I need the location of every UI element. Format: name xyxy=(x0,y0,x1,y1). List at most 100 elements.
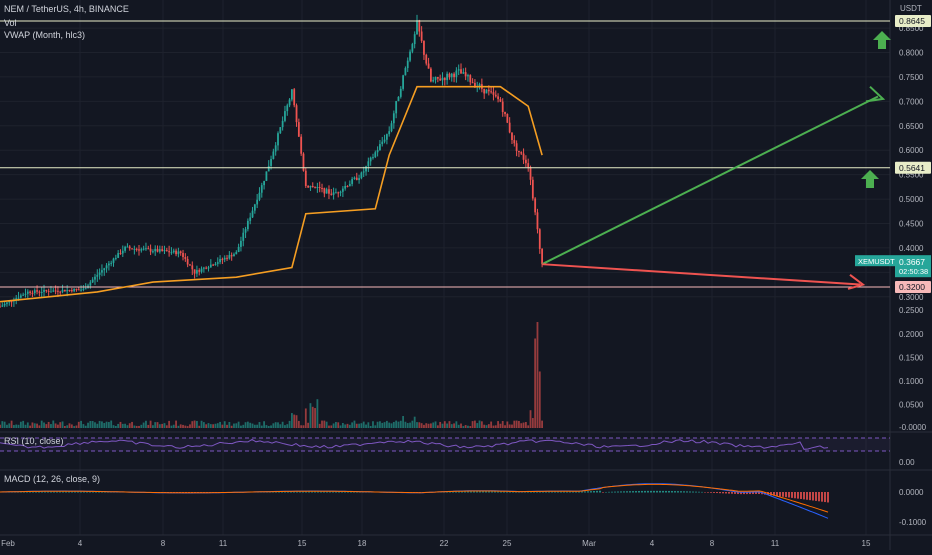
volume-bar xyxy=(511,424,513,428)
price-tick-label: 0.1500 xyxy=(899,353,924,362)
volume-bar xyxy=(436,425,439,428)
macd-histogram-bar xyxy=(809,492,811,501)
volume-bar xyxy=(480,421,483,428)
volume-bar xyxy=(490,421,493,428)
volume-bar xyxy=(17,424,20,428)
volume-bar xyxy=(235,423,238,428)
macd-legend[interactable]: MACD (12, 26, close, 9) xyxy=(4,474,101,484)
volume-bar xyxy=(397,421,400,428)
macd-histogram-bar xyxy=(347,491,349,493)
macd-histogram-bar xyxy=(320,491,322,493)
volume-bar xyxy=(156,422,159,428)
macd-histogram-bar xyxy=(23,491,25,493)
candle-body xyxy=(474,83,476,87)
candle-body xyxy=(522,153,525,160)
volume-bar xyxy=(91,421,94,428)
macd-histogram-bar xyxy=(47,491,49,493)
currency-label: USDT xyxy=(900,4,922,13)
candle-body xyxy=(436,77,439,79)
volume-bar xyxy=(392,421,395,428)
arrow-up-head xyxy=(865,85,886,103)
macd-histogram-bar xyxy=(671,491,673,493)
volume-bar xyxy=(369,425,372,428)
candle-body xyxy=(367,161,370,167)
candle-body xyxy=(158,249,161,252)
macd-histogram-bar xyxy=(650,490,652,493)
volume-bar xyxy=(80,420,82,428)
candle-body xyxy=(101,270,103,273)
macd-histogram-bar xyxy=(65,491,67,493)
candle-body xyxy=(501,101,504,113)
target-arrow-icon xyxy=(861,170,879,188)
volume-legend[interactable]: Vol xyxy=(4,18,17,28)
candle-body xyxy=(94,276,96,280)
volume-bar xyxy=(524,421,527,428)
volume-bar xyxy=(457,424,460,428)
candle-body xyxy=(351,178,354,184)
macd-histogram-bar xyxy=(719,492,721,494)
volume-bar xyxy=(22,420,25,428)
candle-body xyxy=(142,248,145,250)
price-tick-label: 0.5000 xyxy=(899,195,924,204)
macd-histogram-bar xyxy=(527,491,529,493)
candle-body xyxy=(506,113,509,123)
volume-bar xyxy=(223,421,226,428)
candle-body xyxy=(464,72,467,77)
macd-histogram-bar xyxy=(491,491,493,493)
candle-body xyxy=(485,89,488,94)
macd-histogram-bar xyxy=(293,491,295,493)
volume-bar xyxy=(302,425,305,428)
macd-histogram-bar xyxy=(323,491,325,493)
volume-bar xyxy=(379,421,381,428)
macd-histogram-bar xyxy=(473,491,475,493)
candle-body xyxy=(323,188,326,194)
macd-histogram-bar xyxy=(605,491,607,493)
candle-body xyxy=(304,170,307,186)
macd-histogram-bar xyxy=(302,491,304,493)
volume-bar xyxy=(75,425,78,428)
macd-histogram-bar xyxy=(758,492,760,494)
price-tick-label: 0.4500 xyxy=(899,219,924,228)
volume-bar xyxy=(487,424,490,428)
candle-body xyxy=(309,185,312,188)
vwap-legend[interactable]: VWAP (Month, hlc3) xyxy=(4,30,86,40)
candle-body xyxy=(335,192,337,194)
volume-bar xyxy=(344,424,347,428)
volume-bar xyxy=(316,399,319,428)
volume-bar xyxy=(154,422,157,428)
volume-bar xyxy=(328,425,330,428)
volume-bar xyxy=(513,420,516,428)
candle-body xyxy=(418,20,421,32)
candle-body xyxy=(8,301,11,303)
candle-body xyxy=(302,153,305,171)
volume-bar xyxy=(29,425,32,428)
candle-body xyxy=(19,295,22,298)
candle-body xyxy=(490,91,493,93)
macd-histogram-bar xyxy=(785,492,787,498)
volume-bar xyxy=(499,423,502,428)
volume-bar xyxy=(346,423,349,428)
macd-histogram-bar xyxy=(350,491,352,493)
candle-body xyxy=(145,248,147,250)
volume-bar xyxy=(337,422,340,428)
rsi-legend[interactable]: RSI (10, close) xyxy=(4,436,64,446)
volume-bar xyxy=(36,423,38,428)
volume-bar xyxy=(497,421,499,428)
macd-histogram-bar xyxy=(344,491,346,493)
resistance-high-badge-bg xyxy=(895,15,931,27)
candle-body xyxy=(402,75,404,89)
macd-histogram-bar xyxy=(680,491,682,493)
candle-body xyxy=(15,298,18,301)
macd-histogram-bar xyxy=(338,491,340,493)
candle-body xyxy=(91,279,94,283)
time-tick-label: Feb xyxy=(1,539,15,548)
volume-bar xyxy=(423,424,425,428)
candle-body xyxy=(318,186,321,188)
symbol-legend[interactable]: NEM / TetherUS, 4h, BINANCE xyxy=(4,4,129,14)
volume-bar xyxy=(189,424,191,428)
signal-line xyxy=(0,483,829,513)
volume-bar xyxy=(19,421,22,428)
